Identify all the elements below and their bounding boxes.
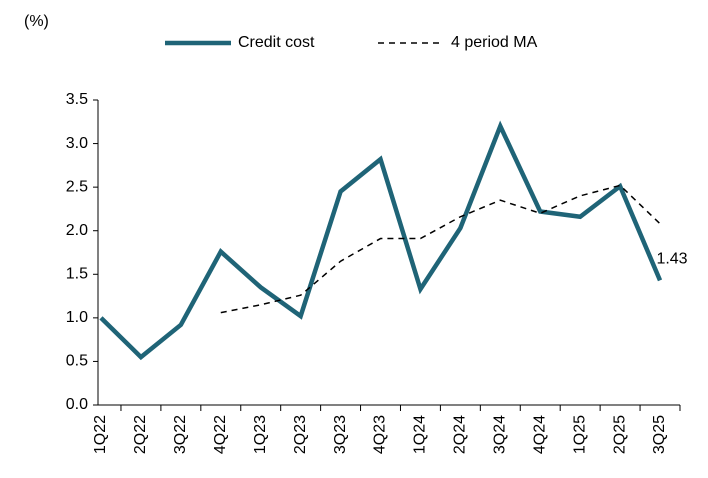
y-tick-label: 1.5 [66, 266, 88, 283]
x-tick-label: 4Q22 [212, 415, 229, 454]
legend-label: 4 period MA [451, 34, 538, 51]
y-tick-label: 3.5 [66, 91, 88, 108]
y-tick-label: 2.0 [66, 222, 88, 239]
y-tick-label: 2.5 [66, 178, 88, 195]
x-tick-label: 4Q23 [372, 415, 389, 454]
x-tick-label: 1Q24 [412, 415, 429, 454]
x-tick-label: 1Q25 [571, 415, 588, 454]
data-label: 1.43 [656, 251, 687, 268]
x-tick-label: 3Q22 [172, 415, 189, 454]
x-tick-label: 3Q23 [332, 415, 349, 454]
x-tick-label: 4Q24 [531, 415, 548, 454]
y-tick-label: 0.0 [66, 396, 88, 413]
series-line [220, 184, 661, 314]
x-tick-label: 1Q23 [252, 415, 269, 454]
y-tick-label: 0.5 [66, 353, 88, 370]
y-tick-label: 3.0 [66, 135, 88, 152]
x-tick-label: 3Q24 [492, 415, 509, 454]
x-tick-label: 2Q24 [452, 415, 469, 454]
x-tick-label: 2Q23 [292, 415, 309, 454]
x-tick-label: 3Q25 [651, 415, 668, 454]
y-tick-label: 1.0 [66, 309, 88, 326]
series-line [99, 120, 663, 361]
legend-label: Credit cost [238, 34, 315, 51]
x-tick-label: 2Q22 [132, 415, 149, 454]
y-unit: (%) [24, 13, 49, 30]
x-tick-label: 1Q22 [92, 415, 109, 454]
x-tick-label: 2Q25 [611, 415, 628, 454]
